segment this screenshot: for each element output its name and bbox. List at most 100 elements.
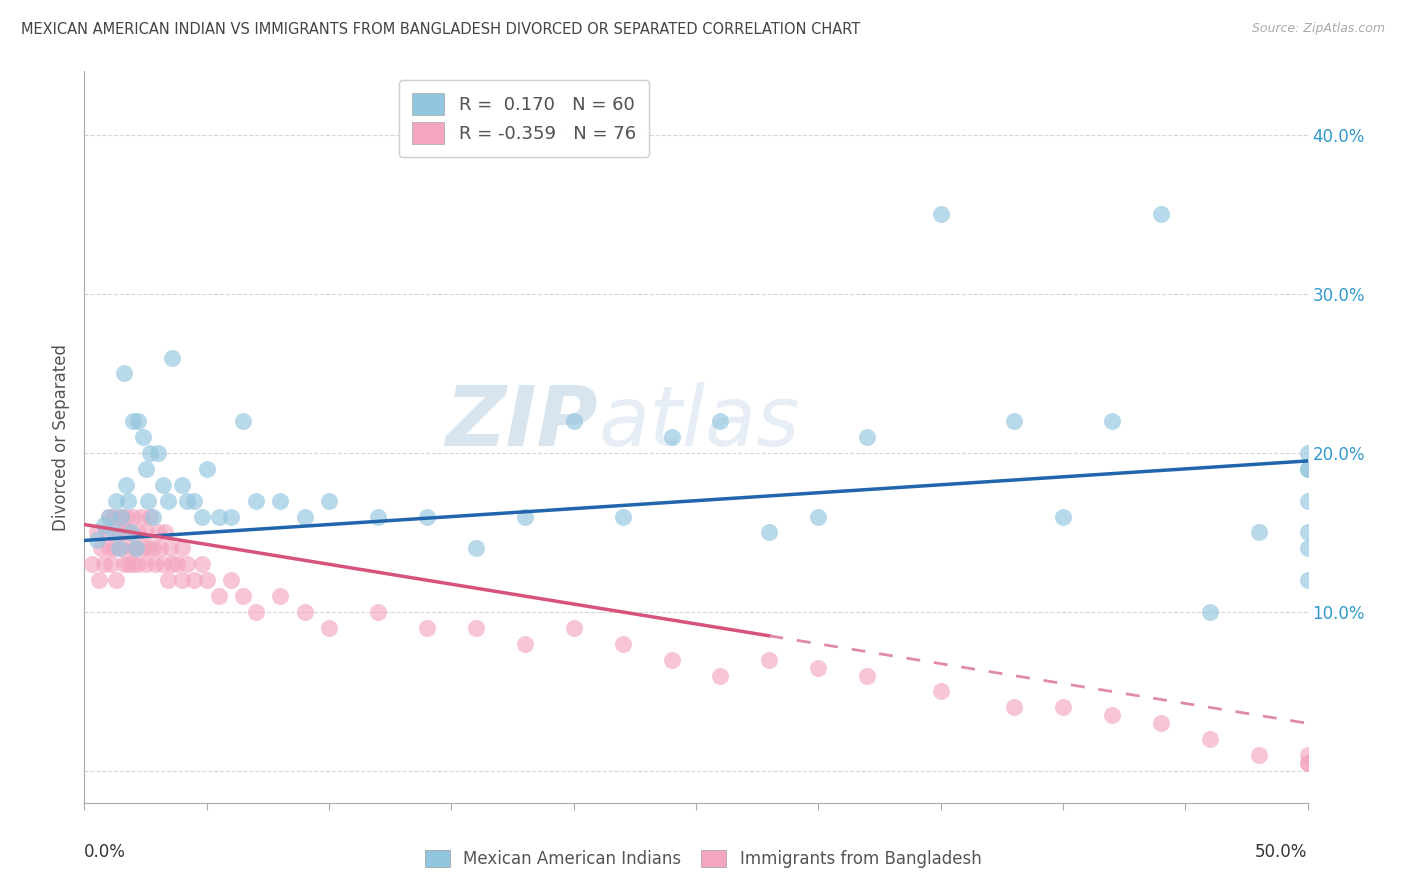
Point xyxy=(107,525,129,540)
Point xyxy=(146,525,169,540)
Point xyxy=(1296,493,1319,508)
Point xyxy=(156,493,179,508)
Point xyxy=(318,493,340,508)
Point xyxy=(152,477,174,491)
Point xyxy=(135,462,157,476)
Point xyxy=(136,493,159,508)
Point xyxy=(807,509,830,524)
Point xyxy=(143,558,166,572)
Point xyxy=(172,573,194,587)
Legend: Mexican American Indians, Immigrants from Bangladesh: Mexican American Indians, Immigrants fro… xyxy=(418,843,988,875)
Point xyxy=(149,541,172,556)
Point xyxy=(464,541,486,556)
Point xyxy=(172,541,194,556)
Point xyxy=(294,605,316,619)
Point xyxy=(97,509,120,524)
Point xyxy=(97,541,120,556)
Point xyxy=(96,525,118,540)
Point xyxy=(166,558,188,572)
Point xyxy=(80,558,103,572)
Point xyxy=(176,558,198,572)
Point xyxy=(159,541,181,556)
Point xyxy=(1101,414,1123,428)
Point xyxy=(127,558,149,572)
Point xyxy=(1198,732,1220,747)
Point xyxy=(142,509,165,524)
Point xyxy=(156,573,179,587)
Point xyxy=(709,414,731,428)
Point xyxy=(1002,414,1025,428)
Point xyxy=(1150,716,1173,731)
Point xyxy=(136,541,159,556)
Point xyxy=(112,558,135,572)
Point xyxy=(219,573,242,587)
Point xyxy=(122,558,145,572)
Point xyxy=(1101,708,1123,723)
Point xyxy=(127,414,149,428)
Point xyxy=(1296,462,1319,476)
Legend: R =  0.170   N = 60, R = -0.359   N = 76: R = 0.170 N = 60, R = -0.359 N = 76 xyxy=(399,80,648,157)
Point xyxy=(86,525,108,540)
Point xyxy=(195,462,218,476)
Point xyxy=(1296,525,1319,540)
Point xyxy=(110,541,132,556)
Point xyxy=(513,637,536,651)
Point xyxy=(232,414,254,428)
Text: atlas: atlas xyxy=(598,382,800,463)
Point xyxy=(1296,462,1319,476)
Point xyxy=(1052,509,1074,524)
Point xyxy=(93,558,115,572)
Point xyxy=(122,414,145,428)
Point xyxy=(1296,573,1319,587)
Point xyxy=(758,525,780,540)
Point xyxy=(142,541,165,556)
Point xyxy=(367,605,389,619)
Point xyxy=(93,517,115,532)
Point xyxy=(856,430,879,444)
Point xyxy=(103,509,125,524)
Point xyxy=(464,621,486,635)
Point xyxy=(416,621,439,635)
Point xyxy=(661,653,683,667)
Point xyxy=(1247,525,1270,540)
Point xyxy=(132,430,155,444)
Point xyxy=(135,558,157,572)
Point xyxy=(152,558,174,572)
Point xyxy=(103,541,125,556)
Point xyxy=(1150,207,1173,221)
Point xyxy=(513,509,536,524)
Text: ZIP: ZIP xyxy=(446,382,598,463)
Text: MEXICAN AMERICAN INDIAN VS IMMIGRANTS FROM BANGLADESH DIVORCED OR SEPARATED CORR: MEXICAN AMERICAN INDIAN VS IMMIGRANTS FR… xyxy=(21,22,860,37)
Point xyxy=(294,509,316,524)
Point xyxy=(1296,756,1319,770)
Point xyxy=(1002,700,1025,714)
Point xyxy=(1296,541,1319,556)
Point xyxy=(1052,700,1074,714)
Point xyxy=(120,525,142,540)
Point xyxy=(219,509,242,524)
Point xyxy=(122,509,145,524)
Point xyxy=(107,541,129,556)
Point xyxy=(562,414,585,428)
Point xyxy=(709,668,731,682)
Y-axis label: Divorced or Separated: Divorced or Separated xyxy=(52,343,70,531)
Point xyxy=(208,509,231,524)
Point xyxy=(929,684,952,698)
Point xyxy=(127,525,149,540)
Point xyxy=(105,493,128,508)
Point xyxy=(612,637,634,651)
Point xyxy=(112,525,135,540)
Point xyxy=(183,573,205,587)
Point xyxy=(162,558,184,572)
Point xyxy=(1247,748,1270,763)
Point xyxy=(1296,446,1319,460)
Point xyxy=(245,605,267,619)
Point xyxy=(1296,756,1319,770)
Point xyxy=(183,493,205,508)
Point xyxy=(139,509,162,524)
Point xyxy=(208,589,231,603)
Point xyxy=(172,477,194,491)
Point xyxy=(100,558,122,572)
Point xyxy=(125,541,148,556)
Point xyxy=(367,509,389,524)
